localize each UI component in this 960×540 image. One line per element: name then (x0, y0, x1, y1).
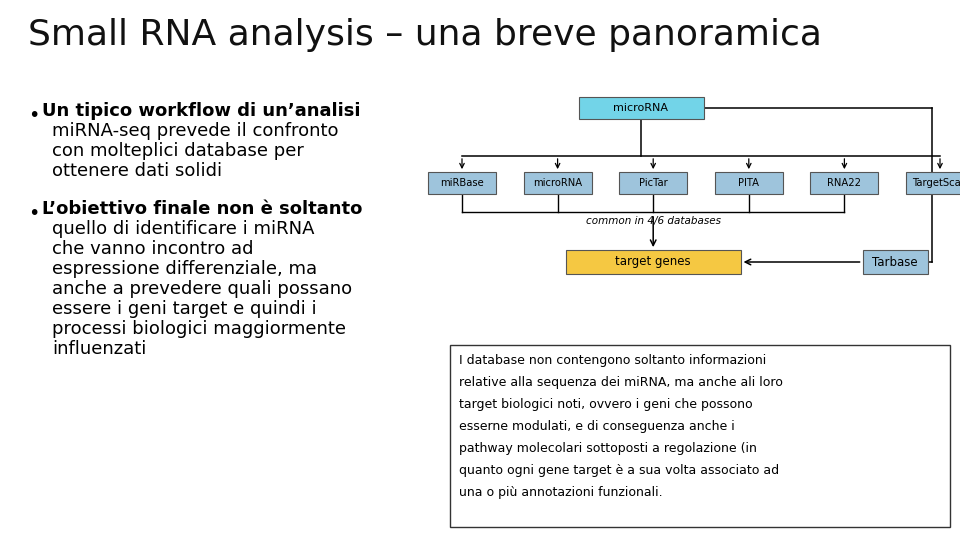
Text: quanto ogni gene target è a sua volta associato ad: quanto ogni gene target è a sua volta as… (459, 464, 780, 477)
Text: target genes: target genes (615, 255, 691, 268)
FancyBboxPatch shape (810, 172, 878, 194)
Text: TargetScan: TargetScan (912, 178, 960, 188)
Text: anche a prevedere quali possano: anche a prevedere quali possano (52, 280, 352, 298)
Text: Un tipico workflow di un’analisi: Un tipico workflow di un’analisi (42, 102, 361, 120)
Text: miRNA-seq prevede il confronto: miRNA-seq prevede il confronto (52, 122, 339, 140)
FancyBboxPatch shape (715, 172, 782, 194)
FancyBboxPatch shape (619, 172, 687, 194)
FancyBboxPatch shape (579, 97, 704, 119)
Text: essere i geni target e quindi i: essere i geni target e quindi i (52, 300, 317, 318)
FancyBboxPatch shape (450, 345, 950, 527)
Text: influenzati: influenzati (52, 340, 146, 358)
Text: I database non contengono soltanto informazioni: I database non contengono soltanto infor… (459, 354, 766, 367)
FancyBboxPatch shape (565, 250, 741, 274)
FancyBboxPatch shape (906, 172, 960, 194)
Text: •: • (28, 106, 39, 125)
Text: ottenere dati solidi: ottenere dati solidi (52, 162, 222, 180)
Text: microRNA: microRNA (533, 178, 582, 188)
FancyBboxPatch shape (862, 250, 927, 274)
Text: quello di identificare i miRNA: quello di identificare i miRNA (52, 220, 315, 238)
Text: con molteplici database per: con molteplici database per (52, 142, 304, 160)
Text: espressione differenziale, ma: espressione differenziale, ma (52, 260, 317, 278)
Text: L’obiettivo finale non è soltanto: L’obiettivo finale non è soltanto (42, 200, 362, 218)
Text: PicTar: PicTar (638, 178, 667, 188)
Text: relative alla sequenza dei miRNA, ma anche ali loro: relative alla sequenza dei miRNA, ma anc… (459, 376, 782, 389)
FancyBboxPatch shape (523, 172, 591, 194)
Text: microRNA: microRNA (613, 103, 668, 113)
Text: RNA22: RNA22 (828, 178, 861, 188)
Text: PITA: PITA (738, 178, 759, 188)
Text: esserne modulati, e di conseguenza anche i: esserne modulati, e di conseguenza anche… (459, 420, 734, 433)
Text: Tarbase: Tarbase (873, 255, 918, 268)
Text: target biologici noti, ovvero i geni che possono: target biologici noti, ovvero i geni che… (459, 398, 753, 411)
Text: pathway molecolari sottoposti a regolazione (in: pathway molecolari sottoposti a regolazi… (459, 442, 756, 455)
Text: miRBase: miRBase (440, 178, 484, 188)
Text: Small RNA analysis – una breve panoramica: Small RNA analysis – una breve panoramic… (28, 18, 822, 52)
Text: common in 4/6 databases: common in 4/6 databases (586, 216, 721, 226)
Text: processi biologici maggiormente: processi biologici maggiormente (52, 320, 346, 338)
FancyBboxPatch shape (428, 172, 496, 194)
Text: che vanno incontro ad: che vanno incontro ad (52, 240, 253, 258)
Text: •: • (28, 204, 39, 223)
Text: una o più annotazioni funzionali.: una o più annotazioni funzionali. (459, 486, 662, 499)
